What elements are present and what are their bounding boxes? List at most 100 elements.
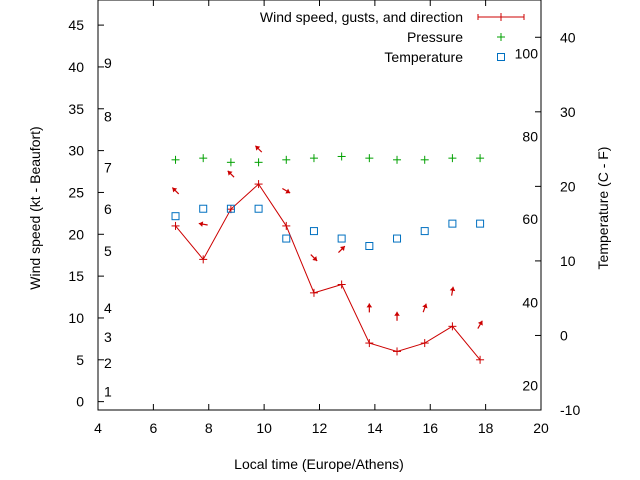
- y-tick-label: 35: [68, 101, 84, 117]
- y2-tick-label: 30: [560, 104, 576, 120]
- wind-direction-arrow: [198, 221, 208, 227]
- temperature-point: [476, 219, 485, 228]
- wind-speed-point: [365, 339, 374, 348]
- pressure-point: [254, 158, 263, 167]
- pressure-point: [337, 152, 346, 161]
- axis-tick-labels: 4 6 8 10 12 14 16 18 20051015202530354045-100102…: [68, 17, 580, 436]
- y-tick-label: 20: [68, 226, 84, 242]
- y-axis-label: Wind speed (kt - Beaufort): [27, 126, 43, 289]
- temperature-point: [282, 234, 291, 243]
- arrow-head: [198, 221, 204, 227]
- legend-temperature: Temperature: [384, 49, 505, 65]
- x-tick-label: 10: [256, 420, 272, 436]
- wind-speed-line: [175, 183, 481, 361]
- arrow-head: [255, 145, 261, 151]
- pressure-point: [365, 154, 374, 163]
- temperature-point: [226, 204, 235, 213]
- legend-marker: [497, 33, 505, 41]
- arrow-head: [449, 286, 456, 292]
- temperature-point: [254, 204, 263, 213]
- fahrenheit-label: 40: [522, 295, 538, 311]
- wind-speed-point: [282, 221, 291, 230]
- x-tick-label: 18: [478, 420, 494, 436]
- wind-speed-point: [420, 339, 429, 348]
- beaufort-label: 4: [104, 300, 112, 316]
- y-tick-label: 0: [76, 394, 84, 410]
- x-tick-label: 16: [422, 420, 438, 436]
- x-axis-label: Local time (Europe/Athens): [234, 456, 404, 472]
- arrow-head: [285, 188, 291, 194]
- temperature-point: [365, 242, 374, 250]
- wind-direction-arrow: [477, 320, 483, 329]
- legend-label: Pressure: [407, 29, 463, 45]
- y2-tick-label: 20: [560, 178, 576, 194]
- y2-tick-label: 40: [560, 29, 576, 45]
- temperature-point: [171, 212, 180, 221]
- fahrenheit-label: 60: [522, 211, 538, 227]
- wind-speed-point: [337, 280, 346, 289]
- x-tick-label: 12: [312, 420, 328, 436]
- y-tick-label: 25: [68, 184, 84, 200]
- beaufort-label: 9: [104, 55, 112, 71]
- pressure-point: [171, 155, 180, 164]
- beaufort-label: 2: [104, 355, 112, 371]
- fahrenheit-label: 80: [522, 128, 538, 144]
- legend-pressure: Pressure: [407, 29, 505, 45]
- wind-direction-arrow: [310, 254, 318, 262]
- plot-frame: [97, 0, 542, 411]
- fahrenheit-label: 20: [522, 377, 538, 393]
- wind-direction-arrow: [338, 245, 346, 253]
- beaufort-label: 8: [104, 108, 112, 124]
- wind-direction-arrow: [171, 187, 180, 195]
- y-tick-label: 5: [76, 352, 84, 368]
- x-tick-label: 4: [94, 420, 102, 436]
- legend-label: Wind speed, gusts, and direction: [260, 9, 463, 25]
- wind-speed-point: [199, 255, 208, 264]
- wind-direction-arrow: [227, 170, 235, 178]
- wind-speed-point: [309, 288, 318, 297]
- temperature-point: [420, 227, 429, 236]
- arrow-head: [227, 170, 233, 176]
- wind-direction-arrow: [366, 303, 373, 313]
- pressure-point: [199, 154, 208, 163]
- pressure-point: [309, 154, 318, 163]
- arrow-head: [340, 246, 345, 251]
- legend-marker: [497, 13, 505, 21]
- wind-speed-point: [393, 347, 402, 356]
- beaufort-label: 3: [104, 329, 112, 345]
- wind-direction-arrow: [449, 286, 456, 296]
- pressure-point: [393, 155, 402, 164]
- pressure-point: [448, 154, 457, 163]
- temperature-point: [393, 234, 402, 243]
- pressure-point: [420, 155, 429, 164]
- y-tick-label: 40: [68, 59, 84, 75]
- legend-marker: [497, 53, 505, 61]
- x-tick-label: 8: [205, 420, 213, 436]
- series-layer: [171, 145, 485, 364]
- x-tick-label: 6: [149, 420, 157, 436]
- wind-speed-point: [254, 180, 263, 189]
- y2-tick-label: 0: [560, 327, 568, 343]
- beaufort-label: 1: [104, 384, 112, 400]
- arrow-head: [477, 320, 483, 326]
- y2-tick-label: -10: [560, 402, 580, 418]
- y-tick-label: 45: [68, 17, 84, 33]
- legend-label: Temperature: [384, 49, 463, 65]
- beaufort-label: 7: [104, 159, 112, 175]
- temperature-point: [448, 219, 457, 228]
- x-tick-label: 20: [533, 420, 549, 436]
- pressure-point: [476, 154, 485, 163]
- y-tick-label: 15: [68, 268, 84, 284]
- y-tick-label: 10: [68, 310, 84, 326]
- wind-speed-point: [476, 355, 485, 364]
- legend-wind: Wind speed, gusts, and direction: [260, 9, 525, 25]
- y-tick-label: 30: [68, 143, 84, 159]
- temperature-point: [337, 234, 346, 243]
- y2-axis-label: Temperature (C - F): [595, 147, 611, 270]
- pressure-point: [226, 158, 235, 167]
- beaufort-label: 5: [104, 243, 112, 259]
- wind-direction-arrow: [254, 145, 263, 153]
- arrow-head: [366, 303, 373, 308]
- beaufort-label: 6: [104, 201, 112, 217]
- arrow-head: [422, 303, 428, 309]
